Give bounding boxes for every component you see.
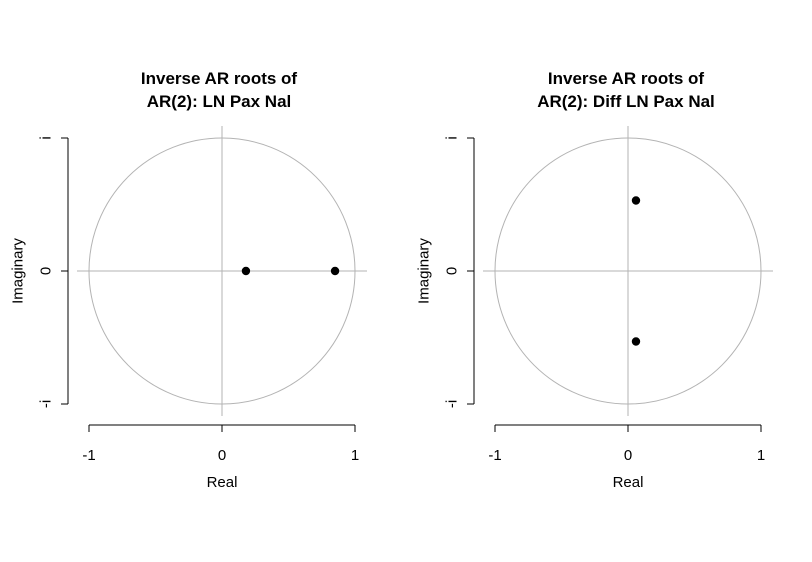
y-tick-label: i [444, 136, 461, 139]
root-point [631, 337, 641, 346]
x-tick-label: -1 [82, 447, 95, 464]
y-tick-label: i [38, 136, 55, 139]
x-tick-label: 1 [757, 447, 765, 464]
y-tick-label: -i [444, 400, 461, 408]
chart-panel-1: Inverse AR roots of AR(2): LN Pax Nal i 0 -i… [10, 69, 367, 491]
y-tick-label: -i [38, 400, 55, 408]
x-tick-label: 0 [624, 447, 632, 464]
x-axis-label: Real [613, 474, 644, 491]
y-axis-label: Imaginary [416, 238, 433, 304]
x-tick-label: -1 [488, 447, 501, 464]
y-tick-label: 0 [444, 267, 461, 275]
x-axis-label: Real [207, 474, 238, 491]
chart-title-line-2: AR(2): LN Pax Nal [147, 92, 292, 111]
root-point [330, 266, 340, 276]
chart-panel-2: Inverse AR roots of AR(2): Diff LN Pax Na… [416, 69, 773, 491]
chart-title-line-1: Inverse AR roots of [141, 69, 298, 88]
y-tick-label: 0 [38, 267, 55, 275]
root-point [631, 196, 641, 205]
y-axis-label: Imaginary [10, 238, 27, 304]
chart-title-line-2: AR(2): Diff LN Pax Nal [537, 92, 715, 111]
chart-title-line-1: Inverse AR roots of [548, 69, 705, 88]
x-tick-label: 1 [351, 447, 359, 464]
root-point [241, 266, 251, 276]
x-tick-label: 0 [218, 447, 226, 464]
